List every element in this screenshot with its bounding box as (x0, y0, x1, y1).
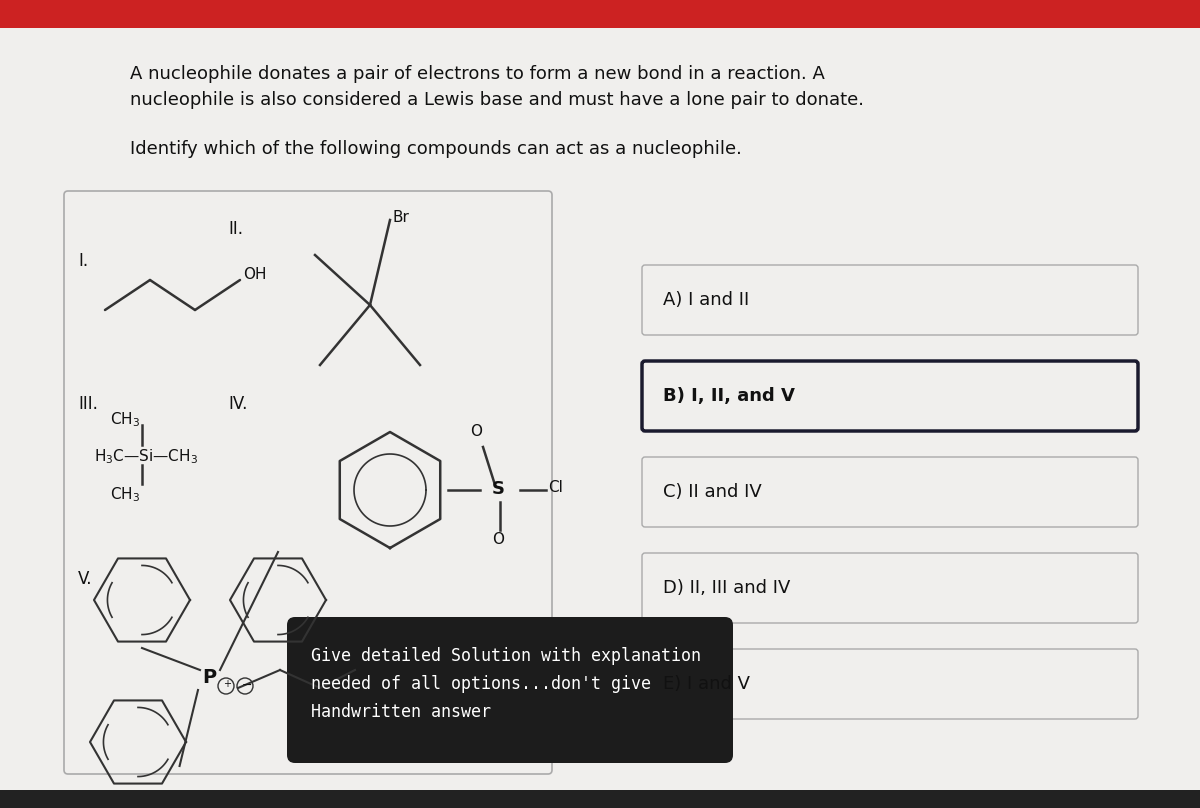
Text: A) I and II: A) I and II (662, 291, 749, 309)
Text: −: − (242, 679, 252, 692)
FancyBboxPatch shape (642, 553, 1138, 623)
Text: D) II, III and IV: D) II, III and IV (662, 579, 791, 597)
Text: C) II and IV: C) II and IV (662, 483, 762, 501)
FancyBboxPatch shape (642, 457, 1138, 527)
Text: CH$_3$: CH$_3$ (110, 485, 140, 503)
Text: S: S (492, 480, 505, 498)
Text: CH$_3$: CH$_3$ (110, 410, 140, 429)
Text: Give detailed Solution with explanation
needed of all options...don't give
Handw: Give detailed Solution with explanation … (311, 647, 701, 721)
Text: H$_3$C—Si—CH$_3$: H$_3$C—Si—CH$_3$ (94, 447, 198, 465)
Text: +: + (223, 679, 230, 689)
Text: V.: V. (78, 570, 92, 588)
FancyBboxPatch shape (642, 265, 1138, 335)
Bar (0, 790, 1200, 808)
Text: III.: III. (78, 395, 98, 413)
Text: O: O (492, 532, 504, 547)
Text: Br: Br (394, 210, 410, 225)
Text: P: P (202, 668, 216, 687)
Text: OH: OH (242, 267, 266, 282)
FancyBboxPatch shape (287, 617, 733, 763)
Bar (0, 0, 1200, 28)
Text: Identify which of the following compounds can act as a nucleophile.: Identify which of the following compound… (130, 140, 742, 158)
Text: IV.: IV. (228, 395, 247, 413)
Text: A nucleophile donates a pair of electrons to form a new bond in a reaction. A
nu: A nucleophile donates a pair of electron… (130, 65, 864, 109)
Text: II.: II. (228, 220, 242, 238)
Text: B) I, II, and V: B) I, II, and V (662, 387, 794, 405)
Text: Cl: Cl (548, 480, 563, 495)
FancyBboxPatch shape (64, 191, 552, 774)
FancyBboxPatch shape (642, 361, 1138, 431)
Text: E) I and V: E) I and V (662, 675, 750, 693)
Text: I.: I. (78, 252, 88, 270)
FancyBboxPatch shape (642, 649, 1138, 719)
Text: O: O (470, 424, 482, 439)
